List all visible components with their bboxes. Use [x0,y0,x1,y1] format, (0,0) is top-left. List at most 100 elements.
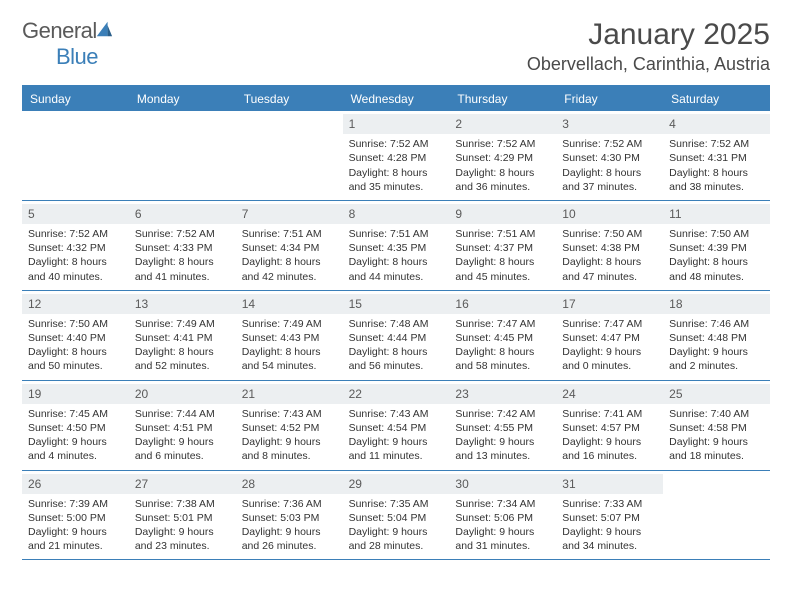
day-cell: 4Sunrise: 7:52 AMSunset: 4:31 PMDaylight… [663,111,770,200]
day-number: 7 [236,204,343,224]
logo: GeneralBlue [22,18,113,70]
day-number: 23 [449,384,556,404]
sunrise-line: Sunrise: 7:47 AM [455,317,550,331]
day-number: 10 [556,204,663,224]
sunset-line: Sunset: 4:28 PM [349,151,444,165]
sunset-line: Sunset: 4:48 PM [669,331,764,345]
location: Obervellach, Carinthia, Austria [527,54,770,75]
sunset-line: Sunset: 4:47 PM [562,331,657,345]
sunrise-line: Sunrise: 7:50 AM [669,227,764,241]
sunrise-line: Sunrise: 7:46 AM [669,317,764,331]
logo-text-gray: General [22,18,97,43]
day-cell: 16Sunrise: 7:47 AMSunset: 4:45 PMDayligh… [449,291,556,380]
sunset-line: Sunset: 4:52 PM [242,421,337,435]
daylight-line: Daylight: 8 hours and 35 minutes. [349,166,444,194]
sunrise-line: Sunrise: 7:51 AM [455,227,550,241]
daylight-line: Daylight: 8 hours and 42 minutes. [242,255,337,283]
logo-text: GeneralBlue [22,18,113,70]
day-number: 17 [556,294,663,314]
sunrise-line: Sunrise: 7:38 AM [135,497,230,511]
daylight-line: Daylight: 9 hours and 2 minutes. [669,345,764,373]
sunset-line: Sunset: 4:38 PM [562,241,657,255]
sunrise-line: Sunrise: 7:52 AM [349,137,444,151]
day-cell: 12Sunrise: 7:50 AMSunset: 4:40 PMDayligh… [22,291,129,380]
daylight-line: Daylight: 8 hours and 58 minutes. [455,345,550,373]
day-cell-empty [236,111,343,200]
day-number: 12 [22,294,129,314]
day-number: 27 [129,474,236,494]
sunset-line: Sunset: 4:51 PM [135,421,230,435]
day-cell: 21Sunrise: 7:43 AMSunset: 4:52 PMDayligh… [236,381,343,470]
sunset-line: Sunset: 5:04 PM [349,511,444,525]
daylight-line: Daylight: 8 hours and 48 minutes. [669,255,764,283]
day-cell: 30Sunrise: 7:34 AMSunset: 5:06 PMDayligh… [449,471,556,560]
day-cell: 9Sunrise: 7:51 AMSunset: 4:37 PMDaylight… [449,201,556,290]
sunset-line: Sunset: 4:55 PM [455,421,550,435]
day-number: 2 [449,114,556,134]
day-number: 26 [22,474,129,494]
day-number: 29 [343,474,450,494]
day-number: 11 [663,204,770,224]
weekday-header: Saturday [663,87,770,111]
sunrise-line: Sunrise: 7:52 AM [562,137,657,151]
daylight-line: Daylight: 8 hours and 47 minutes. [562,255,657,283]
day-number: 31 [556,474,663,494]
sunrise-line: Sunrise: 7:48 AM [349,317,444,331]
day-number: 4 [663,114,770,134]
daylight-line: Daylight: 9 hours and 26 minutes. [242,525,337,553]
sunrise-line: Sunrise: 7:50 AM [28,317,123,331]
weekday-header: Wednesday [343,87,450,111]
daylight-line: Daylight: 8 hours and 38 minutes. [669,166,764,194]
day-number: 28 [236,474,343,494]
sunset-line: Sunset: 4:45 PM [455,331,550,345]
sunset-line: Sunset: 4:34 PM [242,241,337,255]
daylight-line: Daylight: 9 hours and 11 minutes. [349,435,444,463]
sunrise-line: Sunrise: 7:43 AM [349,407,444,421]
day-cell: 17Sunrise: 7:47 AMSunset: 4:47 PMDayligh… [556,291,663,380]
sunset-line: Sunset: 4:29 PM [455,151,550,165]
day-cell: 26Sunrise: 7:39 AMSunset: 5:00 PMDayligh… [22,471,129,560]
sunrise-line: Sunrise: 7:35 AM [349,497,444,511]
day-cell: 28Sunrise: 7:36 AMSunset: 5:03 PMDayligh… [236,471,343,560]
week-row: 12 Sunrise: 7:50 AMSunset: 4:40 PM Dayligh… [22,291,770,381]
day-cell-empty [22,111,129,200]
sunrise-line: Sunrise: 7:42 AM [455,407,550,421]
daylight-line: Daylight: 9 hours and 8 minutes. [242,435,337,463]
sunrise-line: Sunrise: 7:39 AM [28,497,123,511]
sunset-line: Sunset: 4:57 PM [562,421,657,435]
daylight-line: Daylight: 8 hours and 56 minutes. [349,345,444,373]
week-row: 19Sunrise: 7:45 AMSunset: 4:50 PMDayligh… [22,381,770,471]
week-row: 5Sunrise: 7:52 AMSunset: 4:32 PMDaylight… [22,201,770,291]
day-cell: 14Sunrise: 7:49 AMSunset: 4:43 PMDayligh… [236,291,343,380]
sunrise-line: Sunrise: 7:44 AM [135,407,230,421]
day-cell-empty [663,471,770,560]
page-header: GeneralBlue January 2025 Obervellach, Ca… [22,18,770,75]
daylight-line: Daylight: 9 hours and 21 minutes. [28,525,123,553]
day-number: 8 [343,204,450,224]
day-number: 3 [556,114,663,134]
day-cell: 20Sunrise: 7:44 AMSunset: 4:51 PMDayligh… [129,381,236,470]
sunset-line: Sunset: 4:41 PM [135,331,230,345]
sunset-line: Sunset: 4:30 PM [562,151,657,165]
daylight-line: Daylight: 9 hours and 31 minutes. [455,525,550,553]
day-cell: 27Sunrise: 7:38 AMSunset: 5:01 PMDayligh… [129,471,236,560]
sunrise-line: Sunrise: 7:51 AM [242,227,337,241]
day-number: 19 [22,384,129,404]
daylight-line: Daylight: 9 hours and 4 minutes. [28,435,123,463]
day-cell: 29Sunrise: 7:35 AMSunset: 5:04 PMDayligh… [343,471,450,560]
sunset-line: Sunset: 5:01 PM [135,511,230,525]
daylight-line: Daylight: 9 hours and 0 minutes. [562,345,657,373]
day-cell: 7 Sunrise: 7:51 AMSunset: 4:34 PMDaylight… [236,201,343,290]
day-number: 21 [236,384,343,404]
sail-icon [95,18,113,36]
sunset-line: Sunset: 5:07 PM [562,511,657,525]
day-cell: 31Sunrise: 7:33 AMSunset: 5:07 PMDayligh… [556,471,663,560]
day-cell: 18Sunrise: 7:46 AMSunset: 4:48 PMDayligh… [663,291,770,380]
sunrise-line: Sunrise: 7:33 AM [562,497,657,511]
sunset-line: Sunset: 4:40 PM [28,331,123,345]
day-number: 30 [449,474,556,494]
day-cell: 22Sunrise: 7:43 AMSunset: 4:54 PMDayligh… [343,381,450,470]
day-number: 5 [22,204,129,224]
weeks-container: 1Sunrise: 7:52 AMSunset: 4:28 PMDaylight… [22,111,770,560]
day-cell: 15Sunrise: 7:48 AMSunset: 4:44 PMDayligh… [343,291,450,380]
